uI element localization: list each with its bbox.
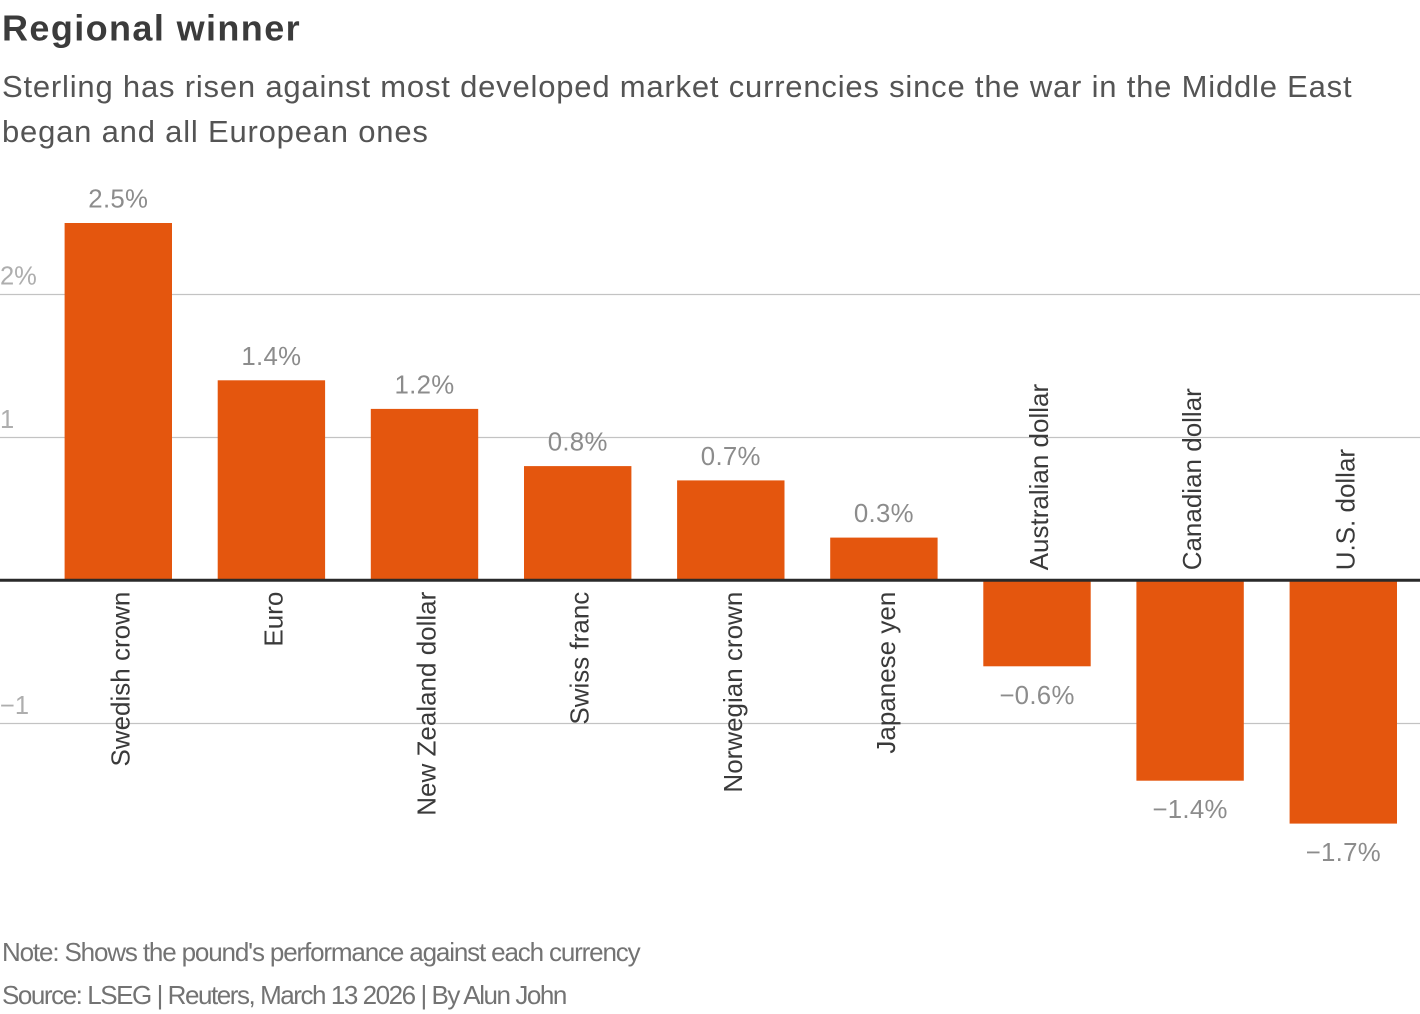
svg-text:began and all European ones: began and all European ones	[2, 114, 429, 149]
svg-text:2.5%: 2.5%	[88, 186, 148, 214]
svg-text:Source: LSEG | Reuters, March: Source: LSEG | Reuters, March 13 2026 | …	[2, 980, 566, 1010]
svg-text:Australian dollar: Australian dollar	[1024, 384, 1054, 571]
svg-text:−1.4%: −1.4%	[1152, 796, 1227, 824]
svg-text:Swedish crown: Swedish crown	[105, 592, 135, 767]
svg-text:Swiss franc: Swiss franc	[565, 592, 595, 725]
svg-text:Canadian dollar: Canadian dollar	[1177, 388, 1207, 570]
svg-text:Japanese yen: Japanese yen	[871, 592, 901, 754]
svg-text:0.7%: 0.7%	[701, 443, 761, 471]
svg-text:1: 1	[0, 406, 14, 434]
svg-text:1.2%: 1.2%	[395, 371, 455, 399]
svg-text:U.S. dollar: U.S. dollar	[1330, 449, 1360, 571]
svg-text:Norwegian crown: Norwegian crown	[718, 592, 748, 793]
svg-text:Euro: Euro	[258, 592, 288, 647]
svg-text:Sterling has risen against mos: Sterling has risen against most develope…	[2, 69, 1352, 104]
svg-text:0.8%: 0.8%	[548, 429, 608, 457]
svg-text:2%: 2%	[0, 262, 37, 290]
svg-text:−0.6%: −0.6%	[999, 682, 1074, 710]
svg-text:−1: −1	[0, 692, 29, 720]
svg-text:Note: Shows the pound's perfor: Note: Shows the pound's performance agai…	[2, 937, 641, 967]
svg-text:1.4%: 1.4%	[241, 343, 301, 371]
svg-text:−1.7%: −1.7%	[1306, 839, 1381, 867]
svg-text:New Zealand dollar: New Zealand dollar	[412, 591, 442, 815]
svg-text:Regional winner: Regional winner	[2, 8, 301, 49]
svg-text:0.3%: 0.3%	[854, 500, 914, 528]
